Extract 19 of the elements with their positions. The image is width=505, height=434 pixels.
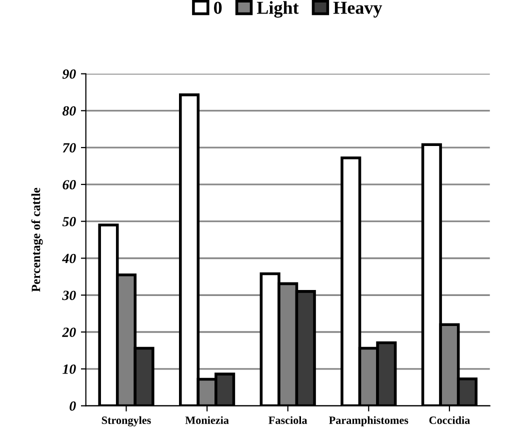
legend-label: Light [256,1,299,18]
y-tick-label: 80 [62,106,76,116]
y-axis-title: Percentage of cattle [31,188,43,292]
y-tick-label: 0 [70,401,76,411]
x-tick-label: Strongyles [102,416,151,426]
y-tick-label: 90 [62,69,76,79]
x-tick-label: Paramphistomes [329,416,408,426]
y-tick-label: 30 [62,290,76,300]
y-tick-label: 70 [62,143,76,153]
y-tick-label: 60 [62,180,76,190]
y-tick-label: 50 [62,216,76,226]
y-tick-label: 10 [62,364,76,374]
x-tick-label: Moniezia [185,416,229,424]
x-tick-label: Fasciola [268,416,308,424]
x-tick-label: Coccidia [429,416,470,424]
legend-label: Heavy [333,2,382,18]
y-tick-label: 40 [62,254,76,264]
y-tick-label: 20 [62,328,76,337]
legend-label: 0 [214,2,222,14]
